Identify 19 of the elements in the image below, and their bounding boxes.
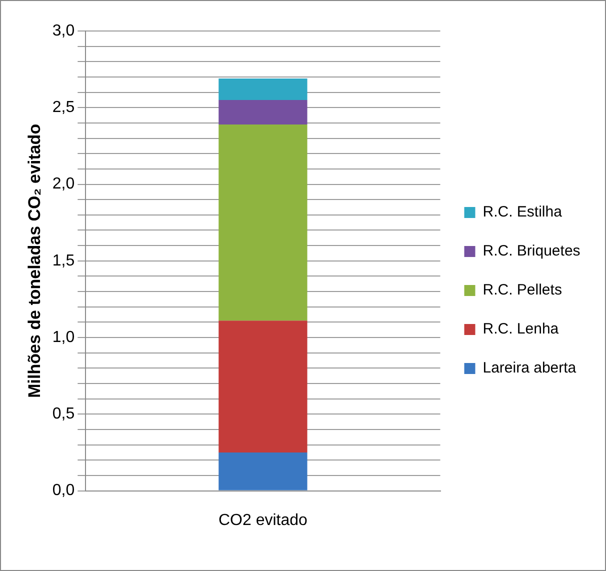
x-tick-label: CO2 evitado — [218, 512, 308, 529]
legend-label: R.C. Briquetes — [482, 242, 580, 260]
y-tick-label: 0,5 — [52, 406, 75, 423]
y-tick-label: 0,0 — [52, 482, 75, 500]
y-axis-title: Milhões de toneladas CO₂ evitado — [24, 124, 44, 398]
bar — [218, 124, 308, 321]
bar — [218, 78, 308, 100]
y-tick-label: 2,5 — [52, 99, 75, 116]
legend-label: R.C. Lenha — [482, 320, 560, 338]
y-tick-label: 2,0 — [52, 176, 75, 193]
y-tick-label: 1,5 — [52, 252, 75, 270]
bar — [218, 452, 308, 490]
y-tick-label: 3,0 — [52, 22, 75, 40]
y-tick-label: 1,0 — [52, 328, 75, 346]
legend-label: Lareira aberta — [482, 360, 577, 377]
legend-label: R.C. Pellets — [482, 282, 562, 299]
bar — [218, 100, 308, 124]
legend-label: R.C. Estilha — [482, 204, 563, 221]
bar — [218, 320, 308, 452]
